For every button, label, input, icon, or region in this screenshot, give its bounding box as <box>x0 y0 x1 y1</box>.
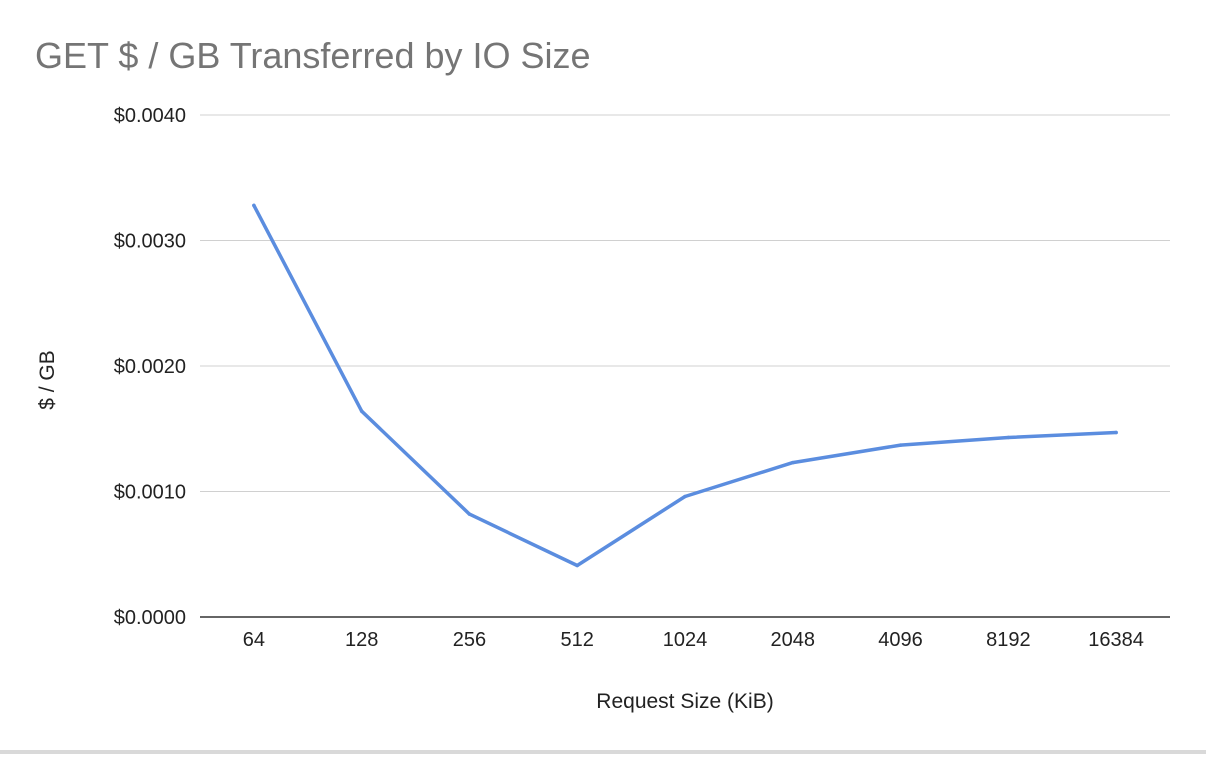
y-axis-title: $ / GB <box>36 350 59 410</box>
x-tick-label: 128 <box>345 629 378 651</box>
y-tick-label: $0.0030 <box>114 231 186 253</box>
y-axis-ticks: $0.0000 $0.0010 $0.0020 $0.0030 $0.0040 <box>114 105 186 629</box>
y-tick-label: $0.0000 <box>114 607 186 629</box>
x-tick-label: 256 <box>453 629 486 651</box>
data-point <box>683 494 687 499</box>
series-group <box>252 203 1118 568</box>
chart-title: GET $ / GB Transferred by IO Size <box>35 35 591 76</box>
data-point <box>1006 435 1011 440</box>
y-tick-label: $0.0040 <box>114 105 186 127</box>
x-tick-label: 2048 <box>771 629 816 651</box>
data-point <box>252 203 256 208</box>
data-point <box>1114 430 1118 435</box>
x-tick-label: 64 <box>243 629 265 651</box>
y-tick-label: $0.0020 <box>114 356 186 378</box>
x-axis-title: Request Size (KiB) <box>596 690 773 713</box>
data-point <box>791 460 795 465</box>
series-line <box>252 203 1118 568</box>
y-tick-label: $0.0010 <box>114 482 186 504</box>
x-tick-label: 4096 <box>878 629 923 651</box>
x-tick-label: 16384 <box>1088 629 1144 651</box>
data-point <box>359 409 364 413</box>
bottom-border <box>0 750 1206 754</box>
data-point <box>898 443 903 447</box>
x-tick-label: 512 <box>561 629 594 651</box>
gridlines <box>200 114 1170 618</box>
x-tick-label: 1024 <box>663 629 708 651</box>
x-axis-ticks: 64 128 256 512 1024 2048 4096 8192 16384 <box>243 629 1144 651</box>
data-point <box>467 512 472 516</box>
data-point <box>575 563 579 568</box>
x-tick-label: 8192 <box>986 629 1031 651</box>
